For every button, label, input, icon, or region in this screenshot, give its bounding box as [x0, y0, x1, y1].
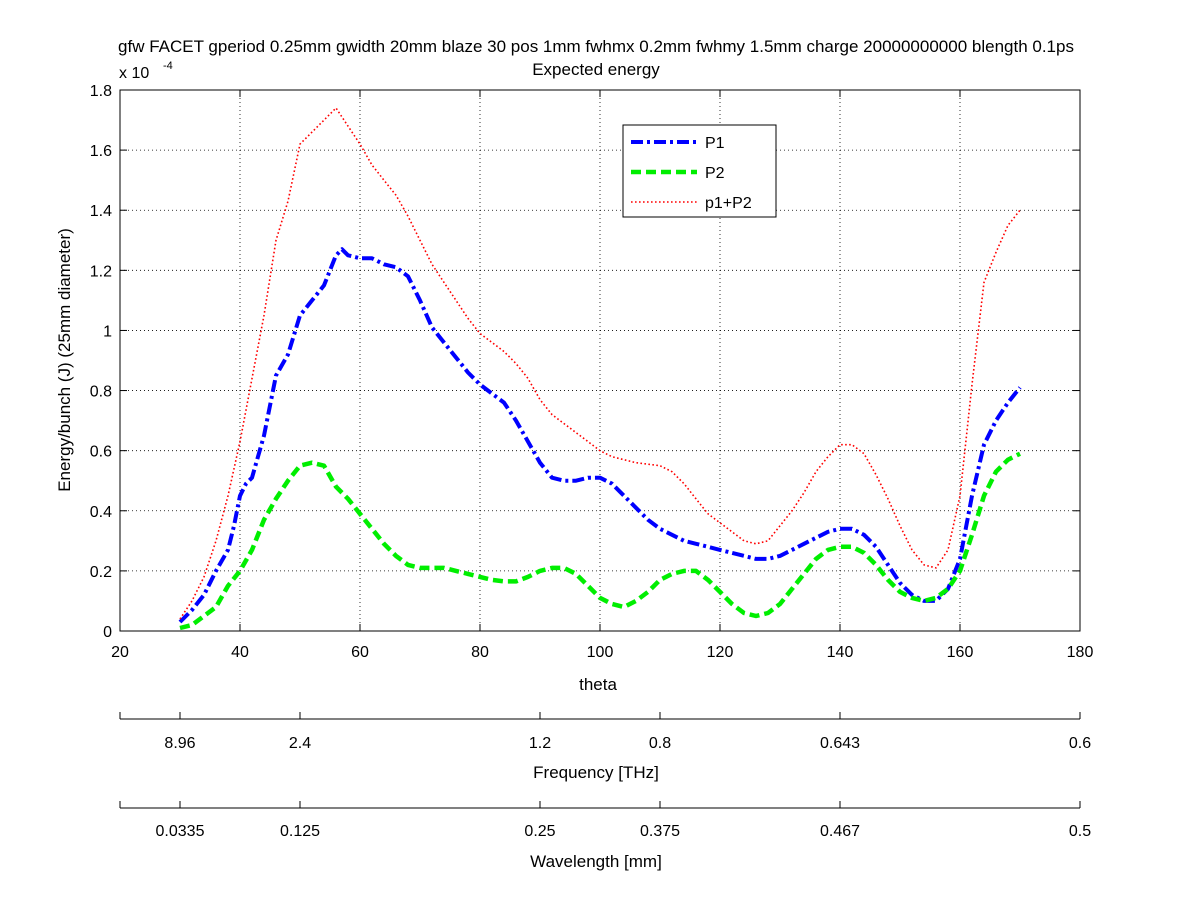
y-tick-label: 0.2 — [90, 564, 112, 581]
y-tick-label: 1 — [103, 323, 112, 340]
chart-subtitle: Expected energy — [532, 60, 660, 79]
legend-box — [622, 124, 777, 218]
wavelength-axis: 0.0335 0.125 0.25 0.375 0.467 0.5 — [119, 801, 1091, 840]
x-tick-label: 100 — [587, 644, 614, 661]
frequency-tick-label: 0.643 — [820, 735, 860, 752]
x-axis-label: theta — [579, 675, 617, 694]
legend-label-p2: P2 — [705, 165, 725, 182]
axes-layer: 20 40 60 80 100 120 140 160 180 0 0.2 0.4 0.6 0.8 1 1.2… — [90, 83, 1094, 661]
series-line-p1p2 — [179, 107, 1021, 620]
x-tick-label: 20 — [111, 644, 129, 661]
y-tick-label: 1.4 — [90, 203, 112, 220]
x-tick-label: 120 — [707, 644, 734, 661]
chart-title: gfw FACET gperiod 0.25mm gwidth 20mm bla… — [118, 37, 1074, 56]
y-axis-label: Energy/bunch (J) (25mm diameter) — [55, 228, 74, 492]
series-layer — [178, 107, 1022, 631]
x-tick-label: 160 — [947, 644, 974, 661]
wavelength-tick-label: 0.125 — [280, 823, 320, 840]
frequency-tick-label: 1.2 — [529, 735, 551, 752]
frequency-tick-label: 8.96 — [164, 735, 195, 752]
wavelength-tick-label: 0.25 — [524, 823, 555, 840]
wavelength-tick-label: 0.0335 — [156, 823, 205, 840]
legend: P1 P2 p1+P2 — [622, 124, 777, 218]
y-tick-label: 0.4 — [90, 504, 112, 521]
wavelength-tick-label: 0.5 — [1069, 823, 1091, 840]
x-tick-label: 40 — [231, 644, 249, 661]
y-tick-label: 0 — [103, 624, 112, 641]
legend-label-p1p2: p1+P2 — [705, 195, 752, 212]
wavelength-tick-label: 0.375 — [640, 823, 680, 840]
x-tick-label: 60 — [351, 644, 369, 661]
y-multiplier-exponent: -4 — [163, 60, 173, 72]
x-tick-label: 180 — [1067, 644, 1094, 661]
frequency-tick-label: 0.6 — [1069, 735, 1091, 752]
y-tick-label: 0.8 — [90, 384, 112, 401]
y-tick-label: 1.2 — [90, 263, 112, 280]
x-tick-label: 80 — [471, 644, 489, 661]
plot-frame — [119, 89, 1081, 632]
series-line-p2 — [179, 451, 1022, 631]
x-tick-label: 140 — [827, 644, 854, 661]
legend-label-p1: P1 — [705, 135, 725, 152]
y-multiplier-label: x 10 — [119, 65, 149, 82]
y-tick-label: 1.6 — [90, 143, 112, 160]
y-tick-label: 0.6 — [90, 444, 112, 461]
frequency-tick-label: 2.4 — [289, 735, 311, 752]
frequency-axis-label: Frequency [THz] — [533, 763, 659, 782]
frequency-tick-label: 0.8 — [649, 735, 671, 752]
wavelength-tick-label: 0.467 — [820, 823, 860, 840]
frequency-axis: 8.96 2.4 1.2 0.8 0.643 0.6 — [119, 712, 1091, 752]
wavelength-axis-label: Wavelength [mm] — [530, 852, 662, 871]
y-tick-label: 1.8 — [90, 83, 112, 100]
series-line-p1 — [178, 247, 1022, 624]
